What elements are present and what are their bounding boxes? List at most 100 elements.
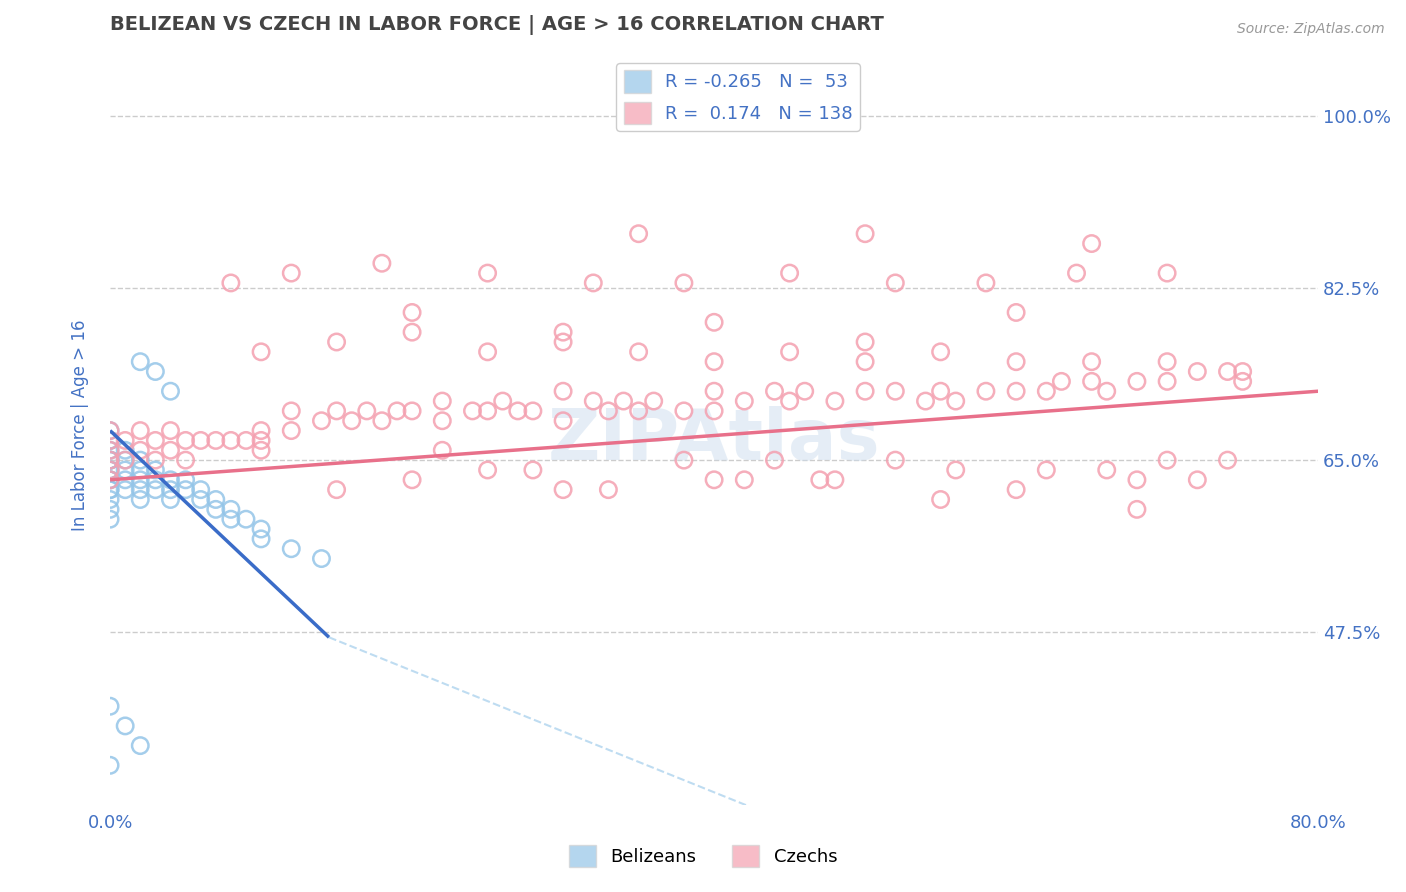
- Point: [522, 404, 544, 418]
- Point: [250, 434, 273, 448]
- Point: [929, 492, 952, 507]
- Point: [174, 434, 197, 448]
- Point: [432, 443, 454, 458]
- Point: [204, 434, 226, 448]
- Point: [98, 483, 121, 497]
- Point: [1080, 354, 1102, 368]
- Point: [98, 483, 121, 497]
- Point: [250, 522, 273, 536]
- Point: [129, 424, 152, 438]
- Point: [703, 384, 725, 399]
- Point: [129, 483, 152, 497]
- Point: [1035, 384, 1057, 399]
- Point: [98, 699, 121, 714]
- Point: [114, 483, 136, 497]
- Point: [98, 434, 121, 448]
- Point: [98, 453, 121, 467]
- Point: [582, 394, 605, 409]
- Point: [551, 414, 574, 428]
- Point: [159, 492, 181, 507]
- Point: [929, 384, 952, 399]
- Point: [1050, 375, 1073, 389]
- Point: [1080, 375, 1102, 389]
- Point: [506, 404, 529, 418]
- Point: [733, 394, 755, 409]
- Point: [522, 463, 544, 477]
- Point: [477, 463, 499, 477]
- Point: [98, 434, 121, 448]
- Point: [98, 473, 121, 487]
- Point: [98, 758, 121, 772]
- Point: [703, 404, 725, 418]
- Point: [1005, 384, 1028, 399]
- Point: [914, 394, 936, 409]
- Point: [929, 344, 952, 359]
- Point: [385, 404, 408, 418]
- Point: [219, 512, 242, 526]
- Point: [204, 492, 226, 507]
- Point: [703, 354, 725, 368]
- Point: [1187, 473, 1209, 487]
- Point: [98, 434, 121, 448]
- Point: [98, 453, 121, 467]
- Point: [371, 414, 394, 428]
- Point: [582, 276, 605, 290]
- Point: [145, 365, 167, 379]
- Point: [1156, 354, 1178, 368]
- Point: [145, 463, 167, 477]
- Legend: Belizeans, Czechs: Belizeans, Czechs: [561, 838, 845, 874]
- Point: [129, 473, 152, 487]
- Point: [98, 502, 121, 516]
- Point: [1005, 305, 1028, 319]
- Point: [551, 483, 574, 497]
- Point: [250, 424, 273, 438]
- Point: [159, 483, 181, 497]
- Point: [853, 334, 876, 349]
- Point: [1095, 384, 1118, 399]
- Point: [129, 492, 152, 507]
- Point: [401, 404, 423, 418]
- Point: [174, 453, 197, 467]
- Point: [884, 384, 907, 399]
- Point: [627, 344, 650, 359]
- Point: [492, 394, 515, 409]
- Point: [190, 434, 212, 448]
- Point: [853, 227, 876, 241]
- Point: [325, 483, 347, 497]
- Point: [114, 443, 136, 458]
- Point: [1005, 354, 1028, 368]
- Point: [219, 276, 242, 290]
- Text: ZIPAtlas: ZIPAtlas: [548, 407, 880, 475]
- Point: [945, 463, 967, 477]
- Point: [477, 266, 499, 280]
- Point: [98, 473, 121, 487]
- Point: [159, 473, 181, 487]
- Point: [477, 404, 499, 418]
- Point: [129, 739, 152, 753]
- Point: [174, 473, 197, 487]
- Point: [598, 483, 620, 497]
- Point: [974, 384, 997, 399]
- Point: [159, 443, 181, 458]
- Point: [779, 344, 801, 359]
- Point: [763, 384, 786, 399]
- Point: [219, 502, 242, 516]
- Point: [250, 443, 273, 458]
- Point: [1232, 365, 1254, 379]
- Point: [824, 394, 846, 409]
- Point: [114, 453, 136, 467]
- Point: [884, 453, 907, 467]
- Point: [340, 414, 363, 428]
- Point: [98, 512, 121, 526]
- Legend: R = -0.265   N =  53, R =  0.174   N = 138: R = -0.265 N = 53, R = 0.174 N = 138: [616, 63, 860, 131]
- Point: [551, 334, 574, 349]
- Point: [280, 404, 302, 418]
- Point: [250, 532, 273, 546]
- Point: [432, 414, 454, 428]
- Point: [145, 453, 167, 467]
- Point: [204, 502, 226, 516]
- Point: [1095, 463, 1118, 477]
- Point: [401, 305, 423, 319]
- Point: [551, 325, 574, 339]
- Point: [311, 551, 333, 566]
